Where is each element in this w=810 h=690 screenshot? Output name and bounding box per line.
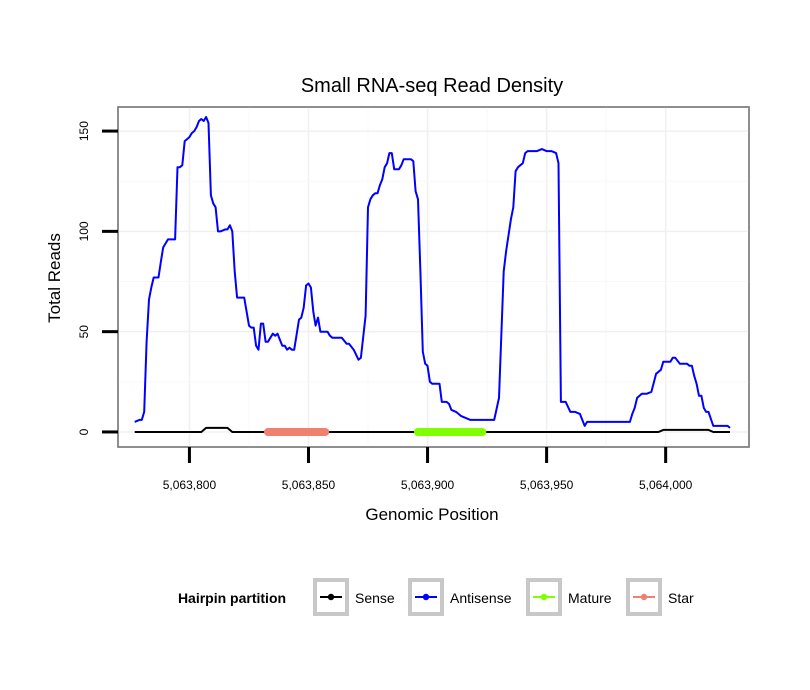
y-tick-label: 50 — [77, 325, 91, 339]
legend-title: Hairpin partition — [178, 590, 286, 606]
x-tick-label: 5,063,900 — [401, 478, 455, 492]
x-axis-title: Genomic Position — [365, 505, 498, 524]
legend-label: Mature — [568, 590, 612, 606]
y-tick-label: 150 — [77, 121, 91, 141]
x-tick-label: 5,063,950 — [520, 478, 574, 492]
legend-label: Sense — [355, 590, 395, 606]
legend: Hairpin partition Sense Antisense Mature St… — [178, 578, 694, 616]
x-tick-label: 5,064,000 — [639, 478, 693, 492]
series-group — [134, 116, 731, 436]
x-tick-label: 5,063,800 — [163, 478, 217, 492]
x-tick-label: 5,063,850 — [282, 478, 336, 492]
legend-key-point — [327, 593, 335, 601]
series-line-antisense — [134, 116, 731, 429]
plot-panel — [117, 106, 750, 448]
legend-label: Antisense — [450, 590, 512, 606]
legend-label: Star — [668, 590, 694, 606]
y-axis-title: Total Reads — [45, 233, 64, 323]
plot-border — [117, 106, 750, 448]
legend-key-point — [422, 593, 430, 601]
y-tick-label: 0 — [77, 428, 91, 435]
x-axis: 5,063,800 5,063,850 5,063,900 5,063,950 5,06… — [163, 447, 693, 492]
legend-key-point — [640, 593, 648, 601]
legend-key-point — [540, 593, 548, 601]
y-tick-label: 100 — [77, 221, 91, 241]
y-axis: 0 50 100 150 — [77, 121, 118, 435]
chart-title: Small RNA-seq Read Density — [301, 75, 563, 97]
